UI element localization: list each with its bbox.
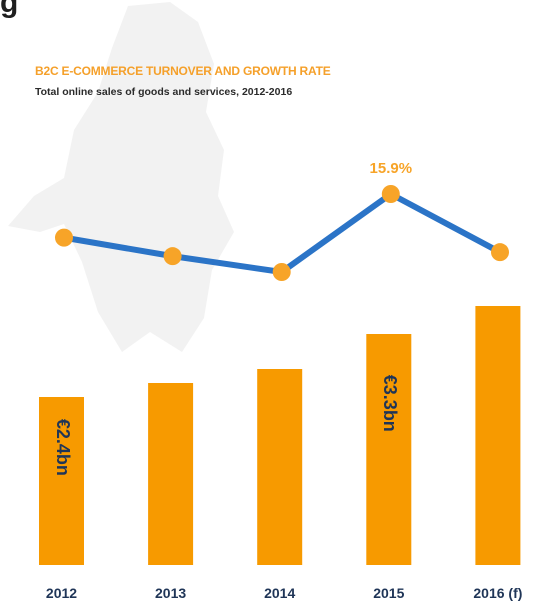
growth-rate-line	[61, 191, 503, 275]
growth-point-2016 (f)	[491, 243, 509, 262]
growth-point-2015	[381, 185, 400, 203]
bar-2013	[148, 383, 194, 565]
x-tick-label: 2012	[46, 585, 77, 601]
growth-point-2014	[272, 263, 291, 281]
x-tick-label: 2014	[264, 585, 295, 601]
chart-title: B2C E-COMMERCE TURNOVER AND GROWTH RATE	[35, 64, 331, 78]
x-tick-label: 2013	[155, 585, 186, 601]
growth-point-2013	[163, 247, 182, 266]
x-tick-label: 2015	[373, 585, 404, 601]
bar-data-label: €2.4bn	[53, 419, 73, 476]
x-tick-label: 2016 (f)	[473, 585, 522, 601]
bar-2012	[39, 397, 84, 565]
bar-series	[39, 306, 521, 565]
bar-2015	[366, 334, 412, 565]
bar-2016 (f)	[475, 306, 521, 565]
line-data-label: 15.9%	[370, 160, 413, 177]
chart-subtitle: Total online sales of goods and services…	[35, 86, 293, 98]
bar-2014	[257, 369, 303, 565]
growth-point-2012	[55, 228, 73, 247]
corner-fragment: g	[0, 0, 19, 19]
bar-data-label: €3.3bn	[380, 375, 400, 432]
